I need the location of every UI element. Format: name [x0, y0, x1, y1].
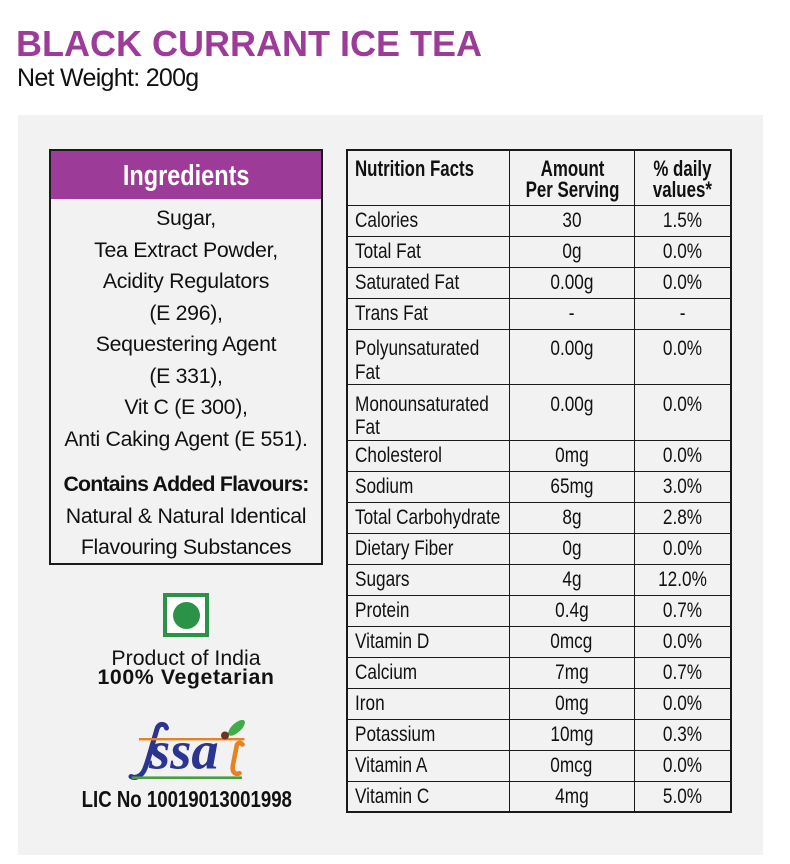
- svg-text:ssa: ssa: [148, 720, 219, 781]
